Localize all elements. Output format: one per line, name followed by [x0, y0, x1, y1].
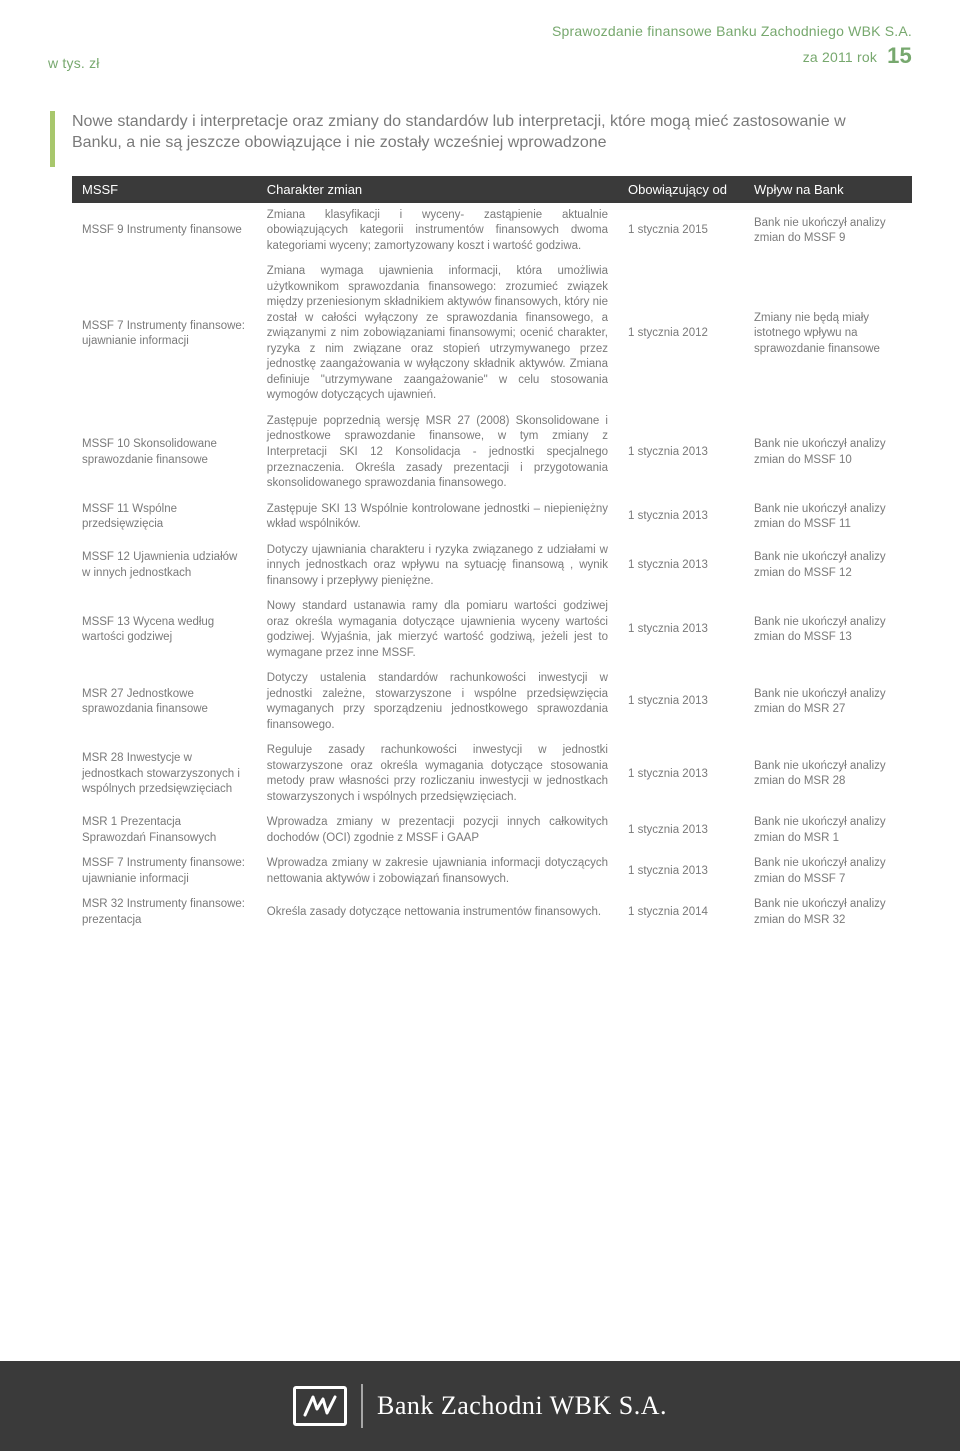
cell-desc: Nowy standard ustanawia ramy dla pomiaru… — [257, 594, 618, 666]
table-header-row: MSSF Charakter zmian Obowiązujący od Wpł… — [72, 176, 912, 203]
cell-date: 1 stycznia 2013 — [618, 538, 744, 595]
cell-desc: Zmiana klasyfikacji i wyceny- zastąpieni… — [257, 203, 618, 260]
cell-effect: Bank nie ukończył analizy zmian do MSSF … — [744, 497, 912, 538]
cell-effect: Bank nie ukończył analizy zmian do MSR 2… — [744, 666, 912, 738]
cell-date: 1 stycznia 2015 — [618, 203, 744, 260]
cell-effect: Bank nie ukończył analizy zmian do MSR 1 — [744, 810, 912, 851]
cell-effect: Bank nie ukończył analizy zmian do MSSF … — [744, 409, 912, 497]
table-row: MSSF 7 Instrumenty finansowe: ujawnianie… — [72, 259, 912, 409]
page-header: w tys. zł Sprawozdanie finansowe Banku Z… — [0, 0, 960, 75]
th-mssf: MSSF — [72, 176, 257, 203]
footer: Bank Zachodni WBK S.A. — [0, 1361, 960, 1451]
table-body: MSSF 9 Instrumenty finansoweZmiana klasy… — [72, 203, 912, 934]
cell-effect: Bank nie ukończył analizy zmian do MSSF … — [744, 538, 912, 595]
brand-logo: Bank Zachodni WBK S.A. — [293, 1384, 667, 1428]
table-row: MSR 32 Instrumenty finansowe: prezentacj… — [72, 892, 912, 933]
table-row: MSSF 10 Skonsolidowane sprawozdanie fina… — [72, 409, 912, 497]
cell-name: MSSF 10 Skonsolidowane sprawozdanie fina… — [72, 409, 257, 497]
page-number: 15 — [887, 43, 912, 68]
cell-effect: Bank nie ukończył analizy zmian do MSR 2… — [744, 738, 912, 810]
cell-date: 1 stycznia 2013 — [618, 497, 744, 538]
cell-effect: Bank nie ukończył analizy zmian do MSR 3… — [744, 892, 912, 933]
cell-name: MSSF 9 Instrumenty finansowe — [72, 203, 257, 260]
cell-desc: Reguluje zasady rachunkowości inwestycji… — [257, 738, 618, 810]
cell-date: 1 stycznia 2013 — [618, 594, 744, 666]
th-character: Charakter zmian — [257, 176, 618, 203]
table-row: MSR 1 Prezentacja Sprawozdań Finansowych… — [72, 810, 912, 851]
header-doc-title: Sprawozdanie finansowe Banku Zachodniego… — [552, 22, 912, 41]
cell-desc: Dotyczy ustalenia standardów rachunkowoś… — [257, 666, 618, 738]
cell-name: MSSF 7 Instrumenty finansowe: ujawnianie… — [72, 851, 257, 892]
brand-name: Bank Zachodni WBK S.A. — [377, 1391, 667, 1421]
table-row: MSR 27 Jednostkowe sprawozdania finansow… — [72, 666, 912, 738]
logo-mark-icon — [293, 1386, 347, 1426]
cell-effect: Bank nie ukończył analizy zmian do MSSF … — [744, 851, 912, 892]
cell-date: 1 stycznia 2013 — [618, 851, 744, 892]
th-date: Obowiązujący od — [618, 176, 744, 203]
table-row: MSSF 7 Instrumenty finansowe: ujawnianie… — [72, 851, 912, 892]
cell-desc: Zastępuje SKI 13 Wspólnie kontrolowane j… — [257, 497, 618, 538]
th-effect: Wpływ na Bank — [744, 176, 912, 203]
cell-effect: Bank nie ukończył analizy zmian do MSSF … — [744, 594, 912, 666]
header-left: w tys. zł — [48, 55, 100, 71]
standards-table: MSSF Charakter zmian Obowiązujący od Wpł… — [72, 176, 912, 934]
cell-name: MSSF 7 Instrumenty finansowe: ujawnianie… — [72, 259, 257, 409]
cell-name: MSSF 12 Ujawnienia udziałów w innych jed… — [72, 538, 257, 595]
cell-name: MSR 1 Prezentacja Sprawozdań Finansowych — [72, 810, 257, 851]
cell-desc: Wprowadza zmiany w zakresie ujawniania i… — [257, 851, 618, 892]
cell-date: 1 stycznia 2013 — [618, 666, 744, 738]
table-row: MSSF 9 Instrumenty finansoweZmiana klasy… — [72, 203, 912, 260]
cell-desc: Zastępuje poprzednią wersję MSR 27 (2008… — [257, 409, 618, 497]
section-title: Nowe standardy i interpretacje oraz zmia… — [72, 111, 872, 154]
content: Nowe standardy i interpretacje oraz zmia… — [0, 75, 960, 974]
cell-name: MSSF 11 Wspólne przedsięwzięcia — [72, 497, 257, 538]
logo-divider — [361, 1384, 363, 1428]
cell-desc: Zmiana wymaga ujawnienia informacji, któ… — [257, 259, 618, 409]
header-right: Sprawozdanie finansowe Banku Zachodniego… — [552, 22, 912, 71]
cell-name: MSR 28 Inwestycje w jednostkach stowarzy… — [72, 738, 257, 810]
header-year: za 2011 rok — [803, 49, 877, 65]
table-row: MSSF 13 Wycena według wartości godziwejN… — [72, 594, 912, 666]
cell-date: 1 stycznia 2013 — [618, 738, 744, 810]
cell-desc: Dotyczy ujawniania charakteru i ryzyka z… — [257, 538, 618, 595]
cell-date: 1 stycznia 2013 — [618, 810, 744, 851]
cell-desc: Określa zasady dotyczące nettowania inst… — [257, 892, 618, 933]
cell-effect: Zmiany nie będą miały istotnego wpływu n… — [744, 259, 912, 409]
accent-bar — [50, 111, 55, 167]
cell-name: MSR 27 Jednostkowe sprawozdania finansow… — [72, 666, 257, 738]
page: w tys. zł Sprawozdanie finansowe Banku Z… — [0, 0, 960, 1451]
table-row: MSSF 12 Ujawnienia udziałów w innych jed… — [72, 538, 912, 595]
cell-date: 1 stycznia 2013 — [618, 409, 744, 497]
cell-date: 1 stycznia 2012 — [618, 259, 744, 409]
cell-desc: Wprowadza zmiany w prezentacji pozycji i… — [257, 810, 618, 851]
cell-effect: Bank nie ukończył analizy zmian do MSSF … — [744, 203, 912, 260]
cell-date: 1 stycznia 2014 — [618, 892, 744, 933]
cell-name: MSR 32 Instrumenty finansowe: prezentacj… — [72, 892, 257, 933]
table-row: MSSF 11 Wspólne przedsięwzięciaZastępuje… — [72, 497, 912, 538]
table-row: MSR 28 Inwestycje w jednostkach stowarzy… — [72, 738, 912, 810]
cell-name: MSSF 13 Wycena według wartości godziwej — [72, 594, 257, 666]
